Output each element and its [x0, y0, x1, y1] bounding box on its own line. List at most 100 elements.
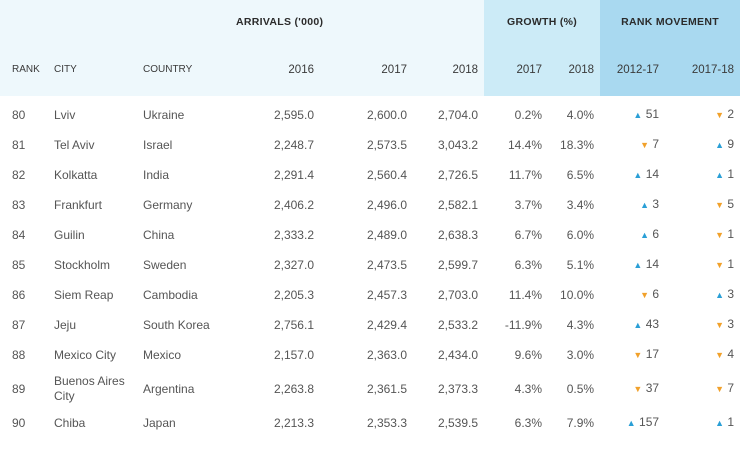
arrivals-2017-cell: 2,560.4: [366, 167, 407, 182]
city-cell: Tel Aviv: [54, 137, 95, 152]
arrivals-2018-cell: 2,533.2: [437, 317, 479, 332]
header-blank: [0, 0, 234, 43]
table-row: 80 Lviv Ukraine 2,595.0 2,600.0 2,704.0 …: [0, 96, 740, 130]
col-move-2017-18: 2017-18: [665, 43, 741, 96]
country-cell: Sweden: [143, 257, 187, 272]
rank-cell: 82: [12, 167, 26, 182]
growth-2018-cell: 6.5%: [566, 167, 595, 182]
rank-cell: 81: [12, 137, 26, 152]
arrivals-2017-cell: 2,473.5: [366, 257, 407, 272]
city-cell: Chiba: [54, 415, 86, 430]
arrivals-group-header: ARRIVALS ('000): [234, 0, 485, 43]
table-row: 81 Tel Aviv Israel 2,248.7 2,573.5 3,043…: [0, 130, 740, 160]
col-city: CITY: [48, 43, 139, 96]
movement-value: 2: [727, 107, 735, 121]
arrow-down-icon: ▼: [715, 350, 725, 360]
growth-2018-cell: 10.0%: [560, 287, 595, 302]
arrivals-2018-cell: 2,539.5: [437, 415, 479, 430]
movement-value: 3: [727, 317, 735, 331]
arrow-down-icon: ▼: [640, 140, 650, 150]
growth-2018-cell: 0.5%: [566, 381, 595, 396]
rank-cell: 90: [12, 415, 26, 430]
arrivals-2017-cell: 2,489.0: [366, 227, 407, 242]
growth-2017-cell: 4.3%: [514, 381, 543, 396]
movement-2017-18-cell: ▲ 1: [665, 160, 740, 190]
movement-value: 37: [645, 381, 660, 395]
arrivals-2017-cell: 2,457.3: [366, 287, 407, 302]
arrivals-2018-cell: 2,703.0: [437, 287, 479, 302]
arrow-up-icon: ▲: [633, 260, 643, 270]
country-cell: Israel: [143, 137, 173, 152]
arrivals-2016-cell: 2,327.0: [273, 257, 314, 272]
movement-value: 1: [727, 257, 735, 271]
country-cell: Cambodia: [143, 287, 198, 302]
growth-2018-cell: 3.4%: [566, 197, 595, 212]
movement-2012-17-cell: ▲ 43: [600, 310, 665, 340]
movement-2017-18-cell: ▲ 1: [665, 408, 740, 438]
movement-value: 1: [727, 167, 735, 181]
col-rank: RANK: [0, 43, 48, 96]
growth-2017-cell: 6.3%: [514, 415, 543, 430]
arrivals-2017-cell: 2,573.5: [366, 137, 407, 152]
movement-value: 6: [652, 287, 660, 301]
country-cell: Ukraine: [143, 107, 185, 122]
city-cell: Mexico City: [54, 347, 117, 362]
rank-cell: 88: [12, 347, 26, 362]
city-cell: Kolkatta: [54, 167, 98, 182]
growth-2018-cell: 4.3%: [566, 317, 595, 332]
movement-value: 4: [727, 347, 735, 361]
country-cell: India: [143, 167, 170, 182]
country-cell: Mexico: [143, 347, 182, 362]
arrivals-2017-cell: 2,363.0: [366, 347, 407, 362]
movement-2017-18-cell: ▼ 5: [665, 190, 740, 220]
movement-2017-18-cell: ▼ 1: [665, 220, 740, 250]
arrivals-2018-cell: 3,043.2: [437, 137, 479, 152]
movement-2012-17-cell: ▲ 14: [600, 160, 665, 190]
col-move-2012-17: 2012-17: [600, 43, 666, 96]
arrivals-2016-cell: 2,248.7: [273, 137, 314, 152]
arrow-up-icon: ▲: [715, 170, 725, 180]
table-row: 82 Kolkatta India 2,291.4 2,560.4 2,726.…: [0, 160, 740, 190]
movement-2012-17-cell: ▲ 14: [600, 250, 665, 280]
movement-2017-18-cell: ▼ 3: [665, 310, 740, 340]
city-cell: Stockholm: [54, 257, 111, 272]
movement-value: 1: [727, 227, 735, 241]
arrow-down-icon: ▼: [715, 230, 725, 240]
arrivals-2016-cell: 2,213.3: [273, 415, 314, 430]
movement-2012-17-cell: ▼ 37: [600, 370, 665, 408]
col-country: COUNTRY: [139, 43, 234, 96]
arrivals-2016-cell: 2,756.1: [273, 317, 314, 332]
movement-value: 9: [727, 137, 735, 151]
arrivals-2016-cell: 2,263.8: [273, 381, 314, 396]
movement-value: 7: [652, 137, 660, 151]
growth-2017-cell: 11.7%: [508, 167, 543, 182]
arrivals-2016-cell: 2,595.0: [273, 107, 314, 122]
movement-2012-17-cell: ▲ 51: [600, 96, 665, 130]
country-cell: Argentina: [143, 381, 195, 396]
table-row: 90 Chiba Japan 2,213.3 2,353.3 2,539.5 6…: [0, 408, 740, 438]
movement-2017-18-cell: ▲ 3: [665, 280, 740, 310]
city-cell: Lviv: [54, 107, 76, 122]
city-cell: Guilin: [54, 227, 85, 242]
arrow-down-icon: ▼: [633, 350, 643, 360]
movement-value: 43: [645, 317, 660, 331]
arrow-down-icon: ▼: [715, 200, 725, 210]
movement-2012-17-cell: ▲ 6: [600, 220, 665, 250]
city-cell: Buenos Aires City: [54, 374, 125, 403]
arrivals-2018-cell: 2,373.3: [437, 381, 479, 396]
city-arrivals-table: ARRIVALS ('000) GROWTH (%) RANK MOVEMENT…: [0, 0, 741, 438]
rank-cell: 86: [12, 287, 26, 302]
growth-2017-cell: 11.4%: [508, 287, 543, 302]
arrow-up-icon: ▲: [640, 200, 650, 210]
movement-value: 14: [645, 167, 660, 181]
movement-value: 6: [652, 227, 660, 241]
movement-2012-17-cell: ▼ 7: [600, 130, 665, 160]
movement-value: 3: [652, 197, 660, 211]
growth-2018-cell: 3.0%: [566, 347, 595, 362]
arrow-up-icon: ▲: [715, 418, 725, 428]
growth-2017-cell: 14.4%: [508, 137, 543, 152]
growth-2018-cell: 5.1%: [566, 257, 595, 272]
arrivals-2017-cell: 2,496.0: [366, 197, 407, 212]
arrivals-2018-cell: 2,434.0: [437, 347, 479, 362]
growth-2017-cell: -11.9%: [504, 317, 543, 332]
